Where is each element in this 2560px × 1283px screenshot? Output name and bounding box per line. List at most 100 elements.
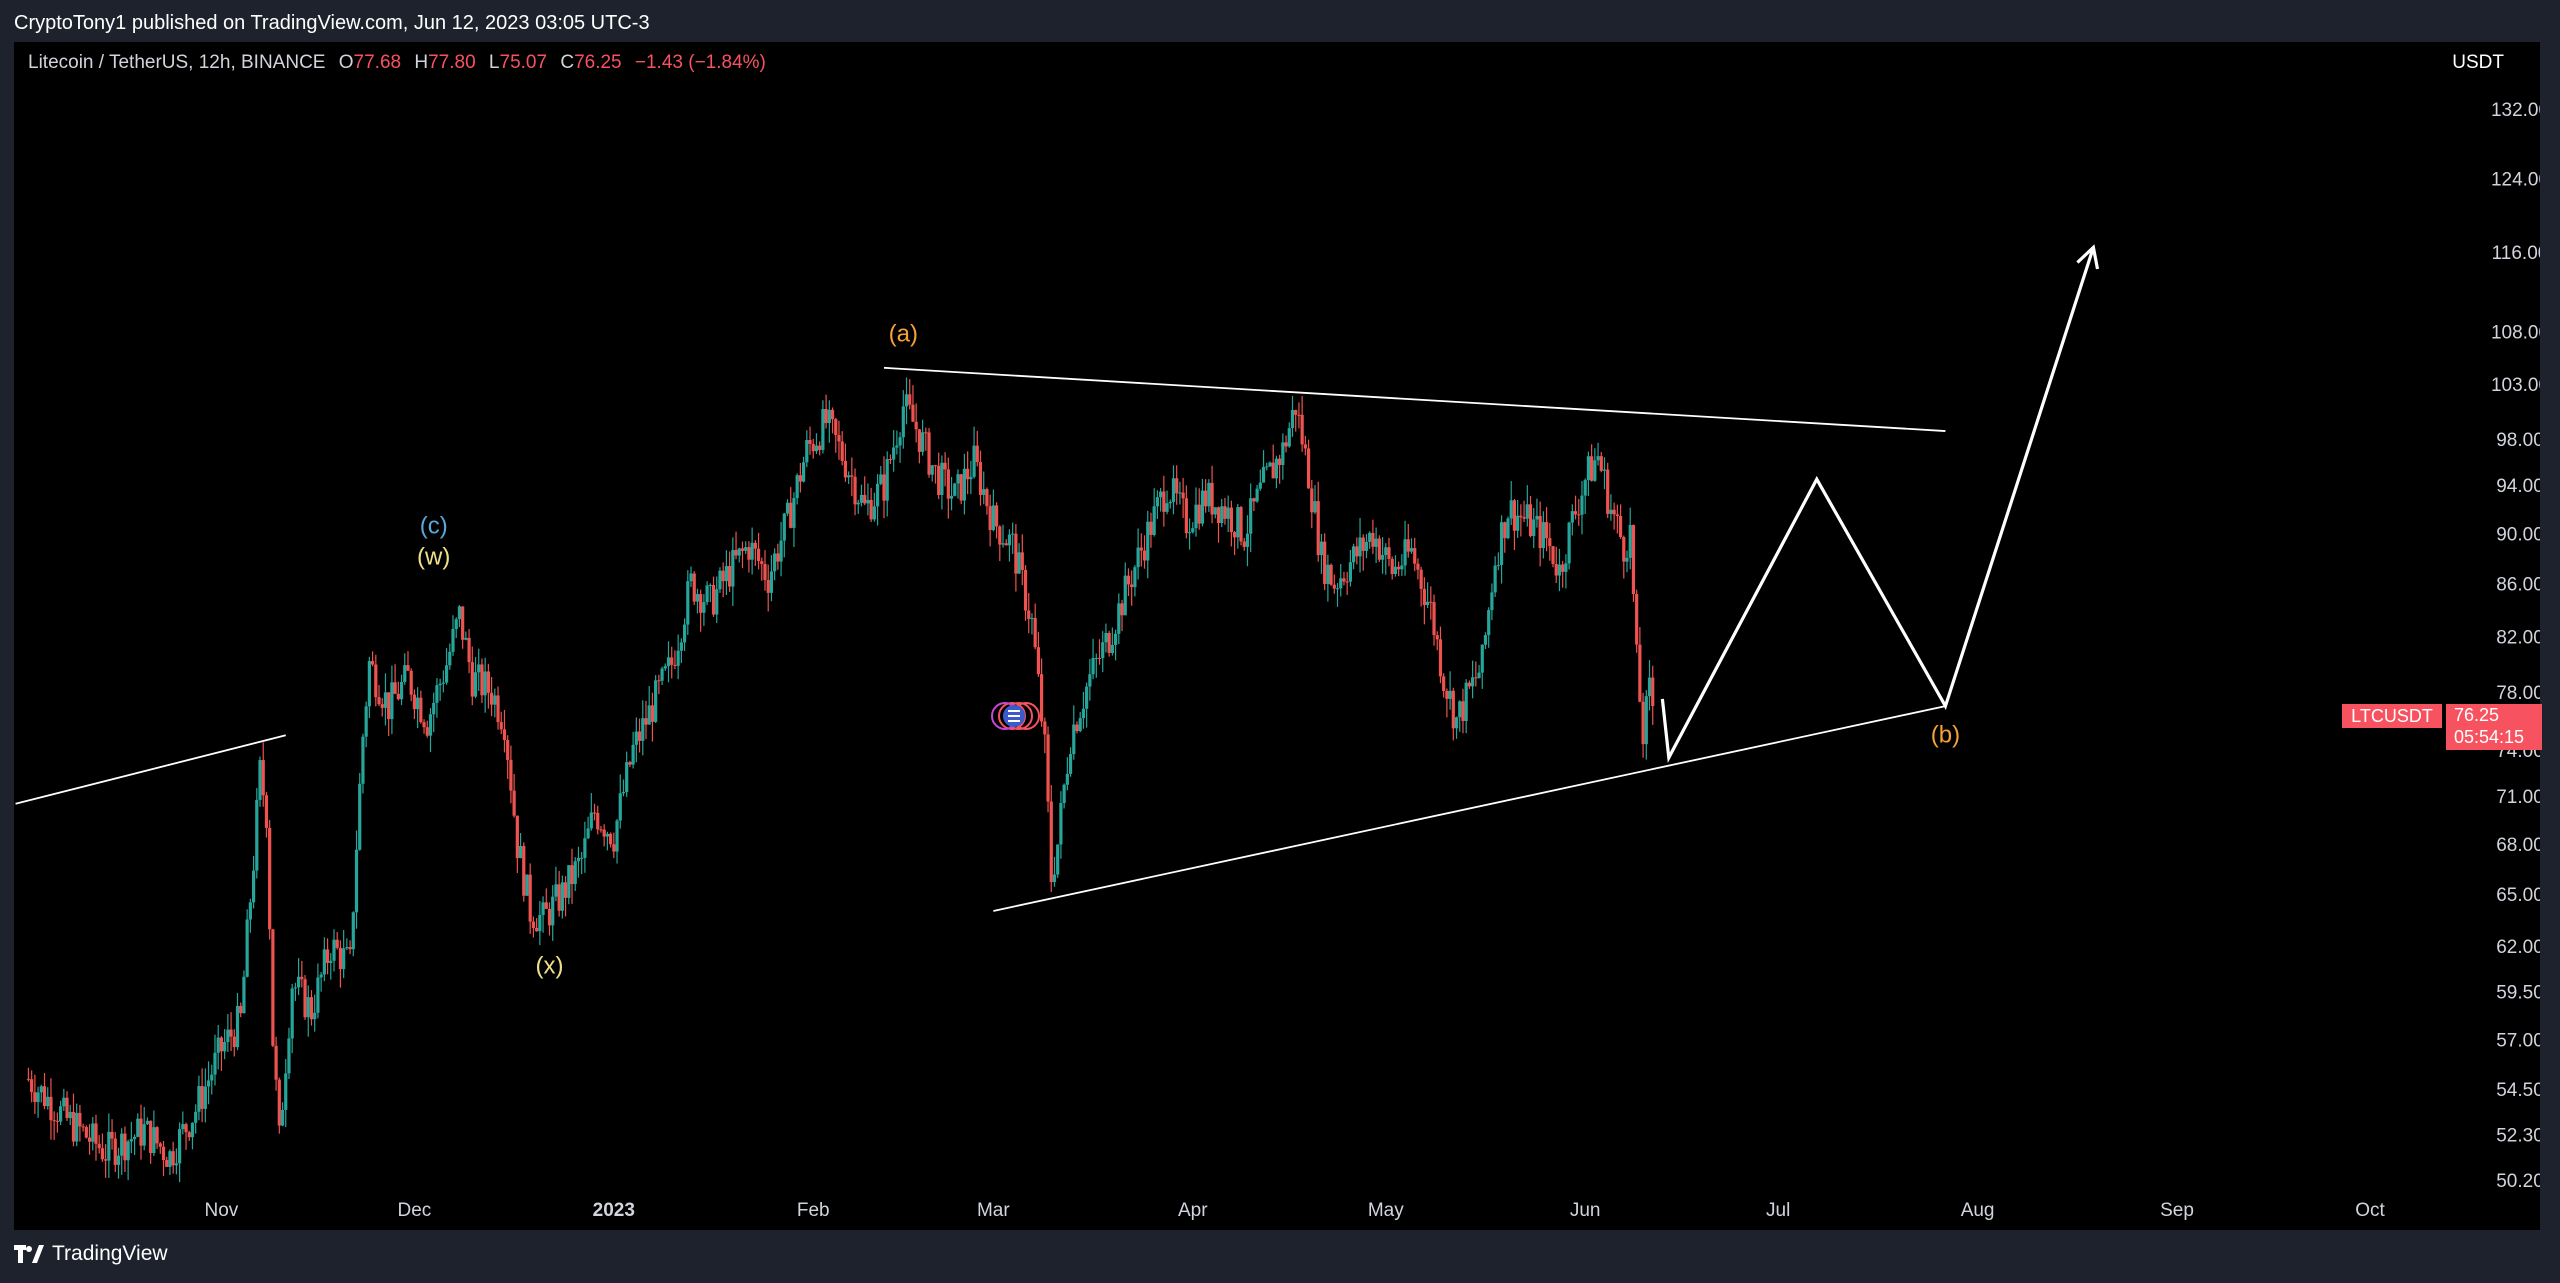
candle-body (1085, 686, 1089, 709)
candle-body (1023, 569, 1028, 611)
candle-body (560, 882, 564, 911)
chart-area[interactable]: (a) (c) (w) (x) (b) 132.00 124.00 116.00 108.00… (14, 42, 2542, 1230)
candle-body (1113, 633, 1118, 645)
candle-body (293, 987, 297, 989)
candle-body (216, 1037, 220, 1053)
time-axis: Nov Dec 2023 Feb Mar Apr May Jun Jul Aug Sep Oct (205, 1200, 2386, 1221)
candle-body (609, 833, 613, 845)
candle-body (850, 475, 854, 477)
candle-body (1618, 515, 1623, 538)
candle-body (1326, 564, 1330, 584)
candle-body (637, 731, 642, 741)
candle-body (972, 445, 976, 477)
candle-body (1261, 467, 1266, 483)
candle-body (631, 744, 635, 765)
price-tick-label: 94.00 (2496, 476, 2540, 497)
candle-body (396, 693, 400, 700)
candle-body (165, 1160, 169, 1167)
candle-body (1207, 482, 1211, 507)
candle-body (1181, 492, 1185, 499)
candle-body (280, 1109, 285, 1126)
drawings (15, 244, 2100, 912)
candle-body (1355, 546, 1359, 557)
candle-body (1001, 543, 1005, 545)
candle-body (1593, 460, 1597, 481)
candle-body (200, 1086, 204, 1109)
candle-body (1384, 547, 1388, 555)
candle-body (1493, 565, 1497, 593)
candle-body (36, 1092, 40, 1103)
candle-body (1197, 504, 1201, 524)
candle-body (1274, 458, 1279, 479)
candle-body (107, 1131, 111, 1161)
candle-body (654, 680, 658, 722)
candle-body (428, 714, 433, 736)
candle-body (1606, 469, 1610, 514)
candle-body (84, 1127, 88, 1138)
candle-body (583, 838, 587, 858)
candle-body (563, 882, 568, 898)
candle-body (441, 682, 445, 684)
candle-body (686, 581, 690, 625)
candle-body (544, 902, 548, 909)
candle-body (1094, 657, 1098, 659)
candle-body (1027, 610, 1031, 619)
candle-body (210, 1074, 214, 1081)
candle-body (1146, 521, 1150, 561)
candle-body (393, 682, 397, 694)
wave-label: (c) (420, 512, 448, 539)
candle-body (1123, 575, 1127, 616)
candle-body (615, 820, 619, 852)
candle-body (1532, 519, 1536, 537)
candle-body (136, 1118, 140, 1137)
candle-body (1573, 511, 1578, 515)
candle-body (1339, 578, 1343, 589)
candle-body (1506, 518, 1510, 539)
candle-body (602, 829, 606, 837)
chart-canvas[interactable]: (a) (c) (w) (x) (b) 132.00 124.00 116.00 108.00… (14, 42, 2540, 1230)
candle-body (908, 394, 912, 405)
candle-body (666, 657, 671, 667)
currency-label[interactable]: USDT (2452, 52, 2504, 73)
candle-body (1168, 501, 1172, 504)
candle-body (917, 429, 921, 452)
candle-body (670, 657, 674, 665)
candle-body (1271, 462, 1275, 479)
candle-body (1583, 480, 1587, 496)
candle-body (956, 474, 960, 484)
symbol-price-tag: LTCUSDT (2342, 704, 2442, 728)
candle-body (937, 465, 941, 495)
candle-body (1644, 696, 1648, 745)
candle-body (551, 896, 555, 926)
candle-body (97, 1143, 101, 1149)
candle-body (499, 722, 503, 730)
candle-body (943, 462, 947, 470)
candle-body (744, 547, 748, 551)
candle-body (322, 949, 326, 975)
candle-body (1046, 734, 1050, 802)
time-tick-label: Feb (797, 1200, 830, 1221)
candle-body (1432, 602, 1436, 636)
high-value: 77.80 (428, 52, 476, 73)
candle-body (1416, 563, 1420, 570)
candle-body (480, 664, 484, 696)
price-tick-label: 59.50 (2496, 983, 2540, 1004)
candle-body (518, 845, 523, 859)
tradingview-logo[interactable]: TradingView (14, 1242, 168, 1266)
symbol-title[interactable]: Litecoin / TetherUS, 12h, BINANCE (28, 52, 326, 73)
candle-body (483, 671, 487, 696)
candle-body (335, 939, 339, 948)
candle-body (1297, 414, 1301, 416)
candle-body (940, 462, 944, 495)
last-price: 76.25 (2454, 705, 2500, 725)
candle-body (403, 665, 407, 683)
candle-body (573, 861, 577, 885)
candle-body (1313, 501, 1317, 513)
candle-body (991, 505, 995, 531)
candle-body (104, 1159, 108, 1161)
candle-body (255, 799, 259, 871)
candle-body (229, 1029, 233, 1037)
candle-body (178, 1129, 182, 1164)
candle-body (75, 1112, 79, 1142)
time-tick-label: Oct (2355, 1200, 2385, 1221)
